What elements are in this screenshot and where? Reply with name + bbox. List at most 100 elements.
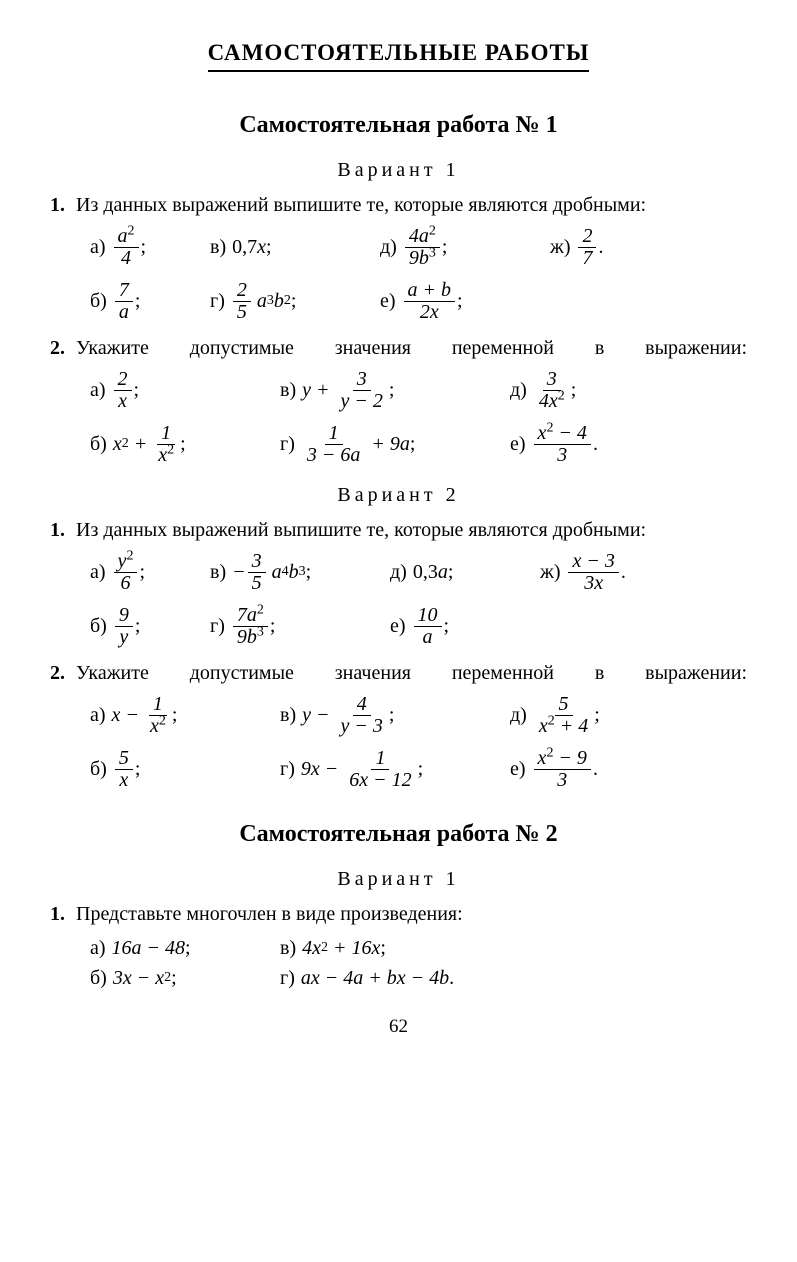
option: б) x2 + 1x2; (90, 423, 280, 466)
option: а)a24; (90, 226, 210, 269)
option-expression: 9y; (113, 605, 141, 648)
option: г)7a29b3; (210, 605, 390, 648)
task-text: Из данных выражений выпишите те, которые… (76, 194, 747, 217)
option-expression: 0,3a; (413, 561, 454, 584)
option: а)16a − 48; (90, 937, 280, 960)
option: в) y + 3y − 2; (280, 369, 510, 412)
option: д) 4a29b3; (380, 226, 550, 269)
option-label: в) (280, 704, 296, 727)
task-number: 2. (50, 662, 76, 685)
option-expression: 5x2 + 4; (533, 694, 600, 737)
option-expression: x − 33x. (566, 551, 625, 594)
option-label: г) (210, 615, 225, 638)
option-row: а)16a − 48;в)4x2 + 16x; (90, 934, 747, 962)
option-label: е) (380, 290, 396, 313)
option: ж) x − 33x. (540, 551, 670, 594)
option-expression: y26; (112, 551, 145, 594)
option-row: а)2x;в) y + 3y − 2; д)34x2; (90, 368, 747, 412)
option-row: а) x − 1x2; в) y − 4y − 3; д)5x2 + 4; (90, 693, 747, 737)
option: б) 7a; (90, 280, 210, 323)
option-expression: a + b2x; (402, 280, 463, 323)
option-expression: 25 a3b2; (231, 280, 297, 323)
task: 2.Укажите допустимые значения переменной… (50, 337, 747, 466)
option-label: а) (90, 561, 106, 584)
option: в)−35 a4b3; (210, 551, 390, 594)
option: д)34x2; (510, 369, 660, 412)
option-expression: x − 1x2; (112, 694, 178, 737)
option-label: б) (90, 290, 107, 313)
option-expression: y + 3y − 2; (302, 369, 394, 412)
option-label: е) (390, 615, 406, 638)
option-label: б) (90, 615, 107, 638)
task-number: 2. (50, 337, 76, 360)
option: д) 0,3a; (390, 561, 540, 584)
option: г)13 − 6a + 9a; (280, 423, 510, 466)
variant-title: Вариант 1 (50, 868, 747, 891)
option-row: б) 7a; г) 25 a3b2; е) a + b2x; (90, 279, 747, 323)
option: е)10a; (390, 605, 540, 648)
option: а) y26; (90, 551, 210, 594)
options: а)2x;в) y + 3y − 2; д)34x2; б) x2 + 1x2; г)13… (50, 368, 747, 466)
option-label: в) (210, 236, 226, 259)
task-number: 1. (50, 903, 76, 926)
option: ж) 27. (550, 226, 670, 269)
option-expression: 4x2 + 16x; (302, 937, 386, 960)
option-expression: 27. (576, 226, 603, 269)
content-area: Самостоятельная работа № 1Вариант 11.Из … (50, 112, 747, 992)
option-label: е) (510, 758, 526, 781)
task: 2.Укажите допустимые значения переменной… (50, 662, 747, 791)
option: а) x − 1x2; (90, 694, 280, 737)
page-number: 62 (50, 1016, 747, 1038)
option: г) 9x − 16x − 12; (280, 748, 510, 791)
variant-title: Вариант 2 (50, 484, 747, 507)
task-text: Укажите допустимые значения переменной в… (76, 337, 747, 360)
option-label: б) (90, 758, 107, 781)
option-expression: x2 − 43. (532, 423, 598, 466)
option-expression: 5x; (113, 748, 141, 791)
work-title: Самостоятельная работа № 1 (50, 112, 747, 139)
option-label: д) (510, 379, 527, 402)
option: б) 5x; (90, 748, 280, 791)
option-label: ж) (550, 236, 570, 259)
option-expression: 4a29b3; (403, 226, 448, 269)
option: е) x2 − 43. (510, 423, 660, 466)
option-expression: −35 a4b3; (232, 551, 311, 594)
option-label: е) (510, 433, 526, 456)
option-expression: x2 + 1x2; (113, 423, 186, 466)
task: 1.Представьте многочлен в виде произведе… (50, 903, 747, 992)
option-expression: 7a; (113, 280, 141, 323)
option-label: д) (390, 561, 407, 584)
option: в)0,7x; (210, 236, 380, 259)
option-row: б)3x − x2;г)ax − 4a + bx − 4b. (90, 964, 747, 992)
option: б) 9y; (90, 605, 210, 648)
page-title: САМОСТОЯТЕЛЬНЫЕ РАБОТЫ (208, 40, 590, 72)
task-number: 1. (50, 194, 76, 217)
option-row: а) y26; в)−35 a4b3;д) 0,3a; ж) x − 33x. (90, 550, 747, 594)
option-label: г) (280, 967, 295, 990)
options: а) y26; в)−35 a4b3;д) 0,3a; ж) x − 33x. б) 9y; г… (50, 550, 747, 648)
option-expression: ax − 4a + bx − 4b. (301, 967, 454, 990)
option: а)2x; (90, 369, 280, 412)
option-row: б) x2 + 1x2; г)13 − 6a + 9a;е) x2 − 43. (90, 422, 747, 466)
option-expression: 2x; (112, 369, 140, 412)
option: г) 25 a3b2; (210, 280, 380, 323)
task-number: 1. (50, 519, 76, 542)
option-row: б)5x;г)9x − 16x − 12;е)x2 − 93. (90, 747, 747, 791)
task: 1.Из данных выражений выпишите те, котор… (50, 194, 747, 323)
options: а)16a − 48;в)4x2 + 16x;б)3x − x2;г)ax − … (50, 934, 747, 992)
option-expression: 9x − 16x − 12; (301, 748, 423, 791)
task-text: Представьте многочлен в виде произведени… (76, 903, 747, 926)
option-label: а) (90, 704, 106, 727)
option-label: в) (280, 379, 296, 402)
option-expression: a24; (112, 226, 147, 269)
option-expression: y − 4y − 3; (302, 694, 394, 737)
option-label: г) (210, 290, 225, 313)
option: г) ax − 4a + bx − 4b. (280, 967, 580, 990)
option-label: д) (380, 236, 397, 259)
task-text: Укажите допустимые значения переменной в… (76, 662, 747, 685)
option-label: б) (90, 433, 107, 456)
task: 1.Из данных выражений выпишите те, котор… (50, 519, 747, 648)
option: д)5x2 + 4; (510, 694, 660, 737)
option-label: ж) (540, 561, 560, 584)
option-label: г) (280, 758, 295, 781)
